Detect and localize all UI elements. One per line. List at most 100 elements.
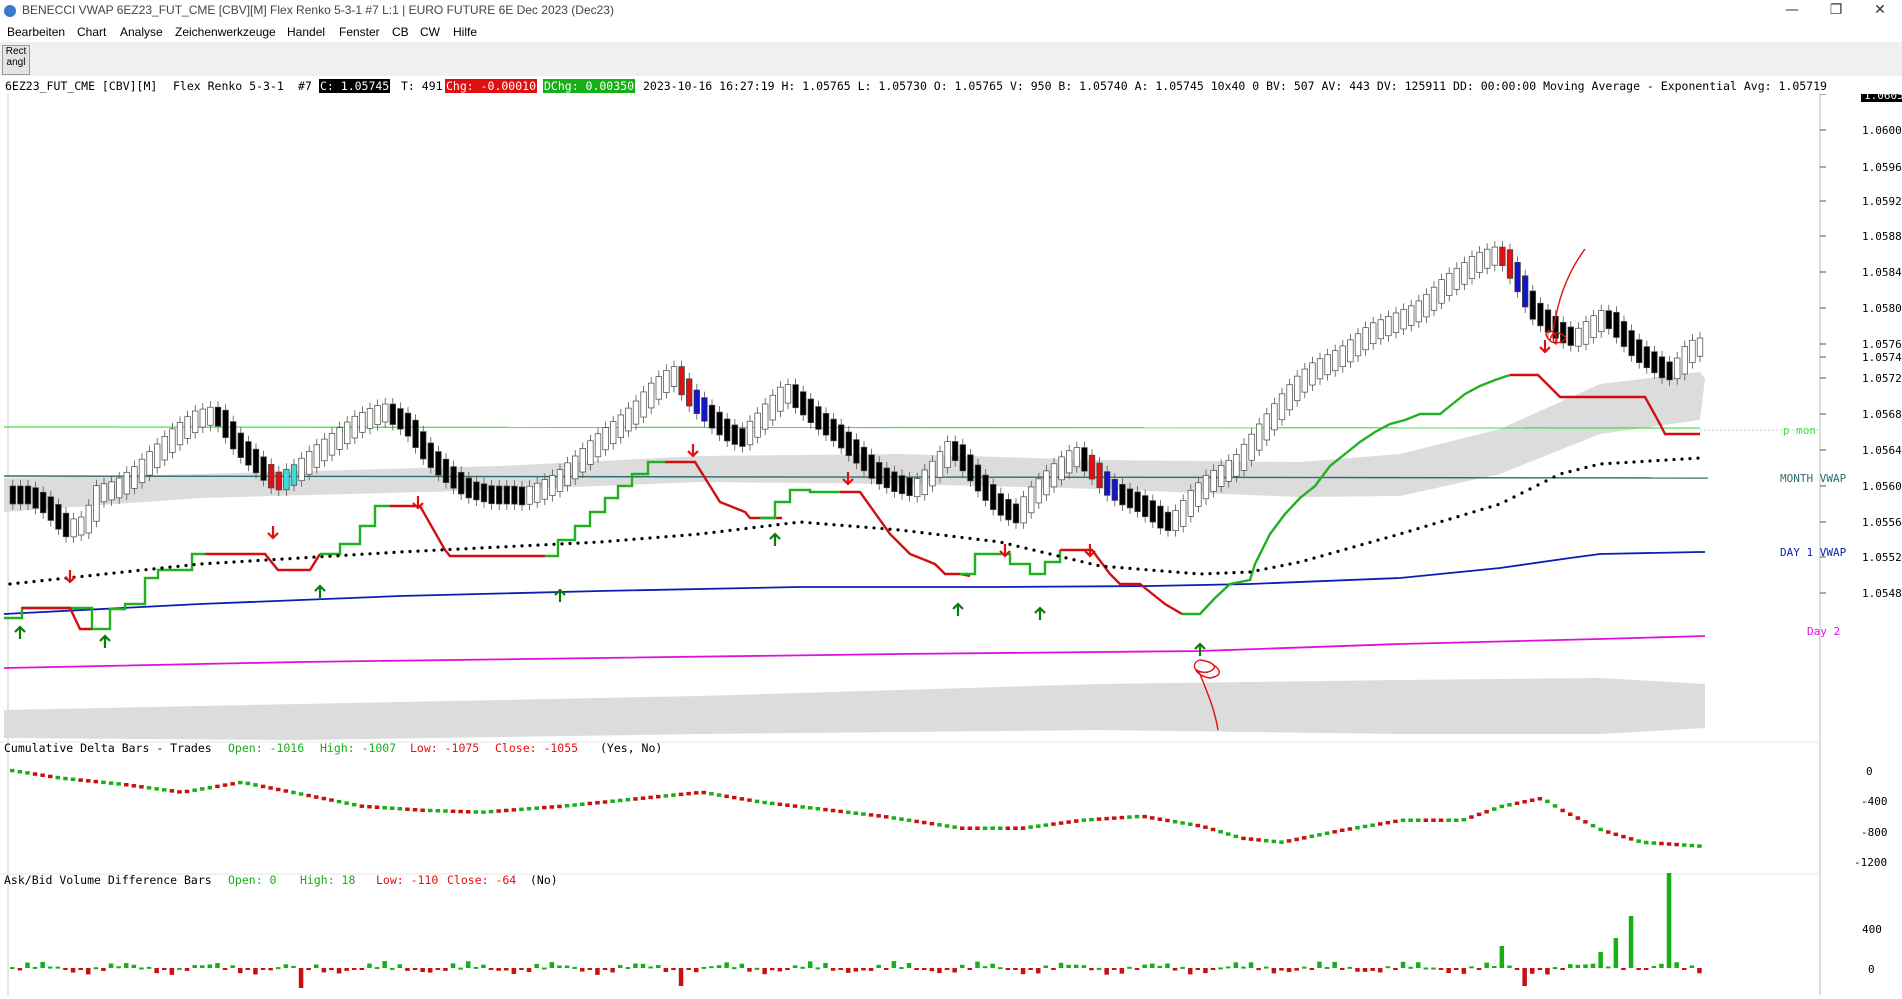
rectangle-tool-button[interactable]: Rect angl [2,45,30,75]
cum-delta-bar [291,790,296,795]
ema-dot [816,521,820,526]
ema-dot [40,579,44,583]
menu-bar: Bearbeiten Chart Analyse Zeichenwerkzeug… [0,22,1902,42]
candle-body [252,448,260,474]
cum-delta-bar [1271,839,1277,844]
askbid-bar [1134,968,1140,970]
cum-delta-bar [1142,814,1147,819]
askbid-bar [998,967,1003,970]
cum-delta-bar [276,787,281,792]
candle-body [906,477,913,497]
ema-dot [288,557,292,561]
menu-zeichenwerkzeuge[interactable]: Zeichenwerkzeuge [175,25,276,39]
candle-body [24,485,32,505]
ema-dot [1304,558,1308,562]
cum-delta-bar [1659,841,1664,846]
menu-handel[interactable]: Handel [287,25,326,39]
cum-delta-bar [101,780,106,785]
candle-body [587,440,594,465]
askbid-bar [1248,962,1254,968]
minimize-button[interactable]: — [1785,2,1799,18]
ema-dot [1408,529,1412,533]
ema-dot [824,522,828,526]
ema-dot [920,531,924,535]
candle-body [708,404,716,429]
askbid-bar [298,968,304,988]
ema-dot [344,553,348,557]
cum-delta-bar [595,800,600,805]
cum-delta-bar [625,797,631,802]
price-chart-svg[interactable]: p mon MONTH VWAP DAY 1 VWAP Day 2 1.0604… [0,88,1902,995]
candle-body [876,462,883,485]
chart-area[interactable]: p mon MONTH VWAP DAY 1 VWAP Day 2 1.0604… [0,88,1902,995]
candle-body [792,384,799,409]
candle-body [1522,275,1529,308]
candle-body [389,403,396,425]
candle-body [1081,447,1088,472]
askbid-bar [1195,968,1201,970]
cum-delta-bar [1294,837,1299,842]
cum-delta-bar [1590,823,1596,828]
askbid-bar [1666,873,1672,968]
cum-delta-bar [367,804,372,809]
cum-delta-bar [587,801,593,806]
askbid-bar [1112,968,1117,970]
cum-delta-bar [1370,823,1375,827]
cum-delta-bar [473,810,479,814]
candle-body [731,424,738,445]
candle-body [214,406,222,427]
candle-body [724,418,731,442]
candle-body [678,366,685,396]
cum-delta-bar [1378,822,1383,826]
cum-delta-bar [177,790,182,794]
cum-delta-bar [937,823,942,827]
askbid-bar [1172,968,1178,971]
askbid-bar [1089,968,1094,971]
menu-fenster[interactable]: Fenster [339,25,380,39]
candle-body [1058,456,1065,481]
candle-body [1309,362,1316,386]
askbid-bar [428,968,433,973]
ema-dot [1312,556,1316,560]
askbid-bar [488,968,494,970]
current-price-label: 1.0605 [1864,94,1902,102]
cum-delta-bar [154,787,159,791]
candle-body [655,376,662,400]
candle-body [1073,447,1080,468]
askbid-bar [1575,964,1581,968]
ema-dot [504,545,508,549]
askbid-bar [1560,968,1565,971]
cum-delta-bar [466,810,471,814]
menu-chart[interactable]: Chart [77,25,107,39]
askbid-bar [1036,968,1041,974]
ema-dot [384,551,388,555]
ema-dot [1184,571,1188,575]
candle-body [518,486,526,506]
ema-dot [96,573,100,577]
menu-analyse[interactable]: Analyse [120,25,163,39]
ema-dot [216,561,220,565]
lower-vwap-band [4,678,1705,740]
menu-hilfe[interactable]: Hilfe [453,25,478,39]
cum-delta-bar [724,794,729,799]
menu-cw[interactable]: CW [420,25,440,39]
cum-delta-bar [1188,822,1193,826]
ema-dot [832,523,836,527]
ema-dot [464,547,468,551]
candle-body [207,406,214,426]
close-button[interactable]: ✕ [1874,2,1886,18]
ema-dot [728,528,732,532]
ema-dot [1592,463,1596,468]
candle-body [47,496,54,521]
askbid-bar [352,968,357,970]
ema-dot [392,550,396,554]
restore-button[interactable]: ❐ [1829,2,1843,18]
buy-arrow-head [952,602,964,610]
menu-bearbeiten[interactable]: Bearbeiten [7,25,66,39]
menu-cb[interactable]: CB [392,25,409,39]
candle-body [328,433,336,456]
askbid-bar [40,961,45,968]
ema-dot [1384,536,1388,540]
ema-dot [1080,560,1084,564]
ema-dot [1688,457,1692,461]
